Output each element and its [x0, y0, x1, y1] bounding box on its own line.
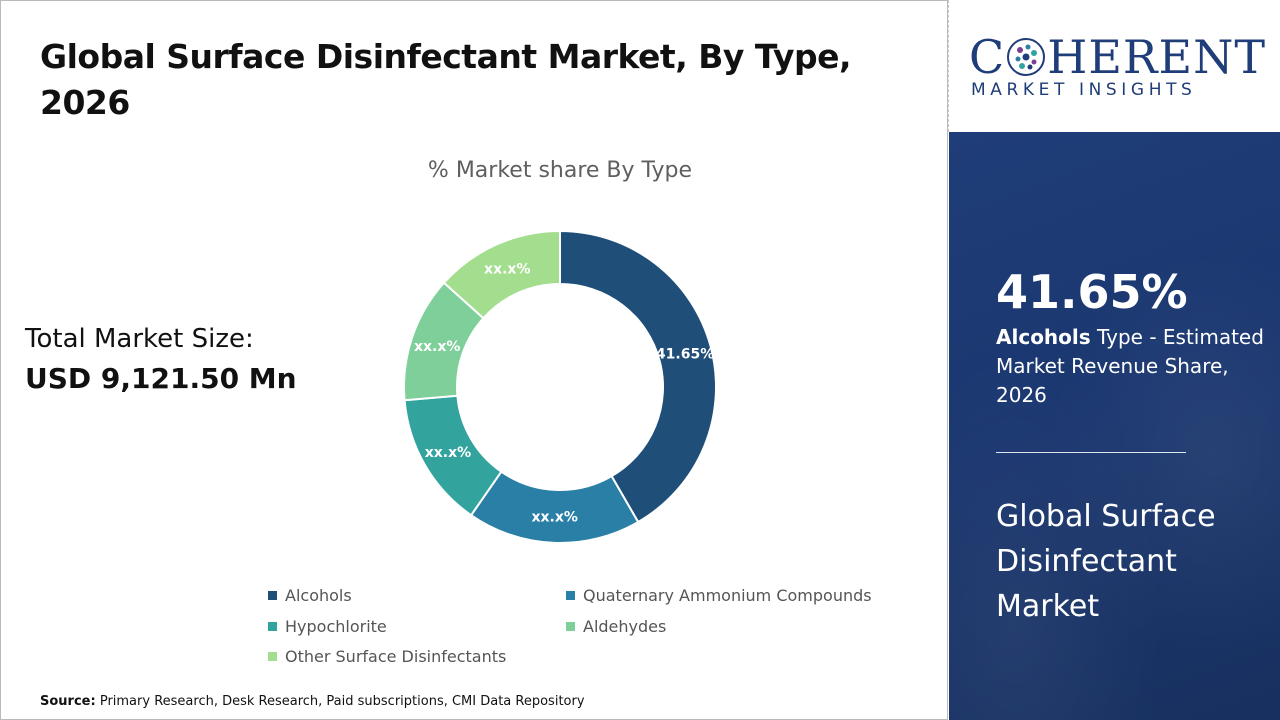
legend-label: Hypochlorite: [285, 617, 387, 636]
highlight-market-name: Global Surface Disinfectant Market: [996, 499, 1216, 624]
legend-swatch: [566, 591, 575, 600]
highlight-description: Alcohols Type - Estimated Market Revenue…: [996, 323, 1266, 410]
highlight-segment: Alcohols: [996, 325, 1091, 349]
donut-slice-other-surface-disinfectants: [442, 229, 561, 320]
data-label: xx.x%: [414, 339, 460, 355]
page-title: Global Surface Disinfectant Market, By T…: [40, 37, 852, 122]
legend-label: Aldehydes: [583, 617, 667, 636]
brand-wordmark: C HERENT: [969, 30, 1266, 84]
legend-swatch: [566, 622, 575, 631]
donut-slice-alcohols: [559, 229, 717, 524]
brand-name-prefix: C: [969, 30, 1006, 84]
source-note: Source: Primary Research, Desk Research,…: [40, 694, 585, 709]
source-label: Source:: [40, 694, 96, 709]
data-label: xx.x%: [425, 445, 471, 461]
legend-item-quaternary-ammonium-compounds: Quaternary Ammonium Compounds: [566, 586, 872, 605]
legend-label: Other Surface Disinfectants: [285, 647, 507, 666]
donut-slice-quaternary-ammonium-compounds: [469, 470, 640, 544]
highlight-value: 41.65%: [996, 265, 1188, 319]
legend-label: Quaternary Ammonium Compounds: [583, 586, 872, 605]
legend-swatch: [268, 591, 277, 600]
legend-label: Alcohols: [285, 586, 352, 605]
legend-item-alcohols: Alcohols: [268, 586, 352, 605]
legend-item-other-surface-disinfectants: Other Surface Disinfectants: [268, 647, 506, 666]
data-label: xx.x%: [484, 262, 530, 278]
highlight-divider: [996, 452, 1186, 453]
donut-chart: 41.65% xx.x% xx.x% xx.x% xx.x%: [403, 229, 717, 544]
source-text: Primary Research, Desk Research, Paid su…: [99, 694, 585, 709]
data-label: 41.65%: [656, 346, 714, 362]
chart-title: % Market share By Type: [427, 158, 693, 183]
highlight-description-text: Type - Estimated Market Revenue Share, 2…: [996, 325, 1264, 407]
legend-item-aldehydes: Aldehydes: [566, 617, 666, 636]
total-market-size-value: USD 9,121.50 Mn: [25, 362, 297, 395]
legend-swatch: [268, 652, 277, 661]
legend-swatch: [268, 622, 277, 631]
brand-tagline: MARKET INSIGHTS: [971, 80, 1197, 100]
highlight-panel: 41.65% Alcohols Type - Estimated Market …: [949, 132, 1280, 720]
panel-divider: [948, 0, 949, 132]
panel-texture: [949, 132, 1280, 720]
brand-logo: C HERENT MARKET INSIGHTS: [949, 0, 1280, 132]
legend-item-hypochlorite: Hypochlorite: [268, 617, 387, 636]
total-market-size-label: Total Market Size:: [25, 324, 254, 354]
globe-icon: [1007, 38, 1046, 76]
main-content-panel: [0, 0, 948, 720]
brand-name-suffix: HERENT: [1047, 30, 1267, 84]
data-label: xx.x%: [531, 509, 577, 525]
